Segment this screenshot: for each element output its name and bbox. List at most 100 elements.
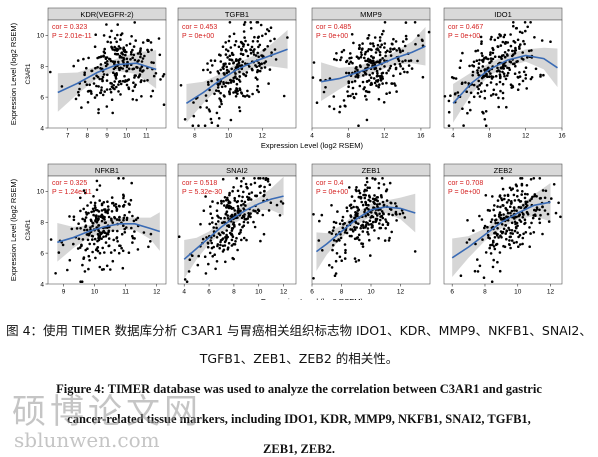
data-point — [524, 73, 528, 77]
y-tick-label: 10 — [37, 189, 45, 196]
data-point — [95, 188, 99, 192]
data-point — [226, 248, 230, 251]
data-point — [239, 204, 243, 207]
data-point — [509, 211, 512, 215]
data-point — [522, 204, 525, 207]
x-tick-label: 10 — [367, 289, 375, 296]
data-point — [368, 73, 372, 77]
data-point — [219, 243, 222, 247]
data-point — [499, 213, 503, 217]
data-point — [345, 60, 348, 64]
data-point — [371, 71, 375, 75]
data-point — [229, 87, 232, 91]
data-point — [361, 224, 365, 227]
data-point — [80, 244, 83, 247]
data-point — [380, 214, 384, 218]
data-point — [84, 216, 88, 219]
data-point — [343, 257, 347, 260]
data-point — [211, 216, 214, 220]
data-point — [247, 95, 251, 98]
data-point — [492, 240, 495, 244]
data-point — [179, 84, 183, 87]
data-point — [226, 56, 229, 59]
data-point — [95, 84, 98, 88]
data-point — [106, 211, 109, 215]
confidence-band — [186, 30, 288, 123]
data-point — [104, 235, 108, 238]
data-point — [139, 55, 142, 59]
data-point — [376, 199, 380, 203]
data-point — [138, 50, 142, 54]
data-point — [486, 57, 490, 61]
data-point — [216, 78, 219, 81]
data-point — [206, 241, 210, 245]
data-point — [120, 246, 123, 250]
data-point — [203, 124, 207, 127]
data-point — [499, 56, 503, 59]
x-axis-label: Expression Level (log2 RSEM) — [261, 297, 364, 300]
data-point — [342, 48, 346, 52]
data-point — [362, 74, 365, 77]
data-point — [525, 210, 529, 214]
x-tick-label: 12 — [381, 133, 389, 140]
data-point — [340, 50, 344, 54]
data-point — [223, 95, 226, 98]
data-point — [339, 58, 342, 62]
data-point — [119, 93, 122, 96]
data-point — [49, 238, 53, 241]
data-point — [117, 80, 121, 83]
data-point — [232, 61, 236, 64]
data-point — [373, 81, 377, 85]
data-point — [247, 212, 250, 215]
data-point — [341, 226, 345, 230]
data-point — [311, 76, 315, 79]
data-point — [454, 92, 457, 95]
data-point — [226, 203, 229, 207]
data-point — [334, 272, 338, 275]
data-point — [233, 196, 236, 200]
data-point — [312, 61, 316, 64]
data-point — [350, 206, 353, 210]
data-point — [480, 40, 483, 43]
data-point — [80, 280, 84, 284]
data-point — [493, 236, 497, 239]
data-point — [374, 177, 377, 181]
data-point — [120, 51, 124, 54]
data-point — [498, 269, 502, 273]
data-point — [125, 226, 128, 229]
data-point — [95, 179, 99, 183]
data-point — [256, 51, 260, 55]
x-tick-label: 4 — [451, 133, 455, 140]
data-point — [364, 214, 368, 218]
data-point — [219, 91, 222, 95]
data-point — [516, 88, 520, 91]
data-point — [394, 202, 397, 205]
data-point — [136, 52, 140, 55]
data-point — [101, 215, 105, 218]
data-point — [383, 21, 387, 24]
data-point — [369, 42, 372, 45]
data-point — [347, 71, 351, 75]
data-point — [358, 64, 362, 67]
data-point — [529, 21, 532, 24]
panel-title: ZEB1 — [362, 166, 381, 175]
data-point — [267, 29, 271, 33]
data-point — [115, 218, 119, 221]
data-point — [100, 237, 103, 240]
data-point — [513, 72, 517, 75]
data-point — [375, 217, 379, 221]
data-point — [209, 59, 213, 62]
data-point — [246, 186, 249, 190]
data-point — [150, 48, 153, 52]
data-point — [349, 60, 353, 64]
data-point — [230, 79, 233, 82]
data-point — [238, 87, 242, 90]
data-point — [268, 183, 272, 186]
data-point — [503, 245, 507, 249]
data-point — [235, 66, 238, 69]
data-point — [95, 214, 98, 217]
data-point — [139, 67, 142, 70]
data-point — [232, 186, 235, 189]
data-point — [256, 21, 260, 24]
data-point — [378, 83, 381, 86]
